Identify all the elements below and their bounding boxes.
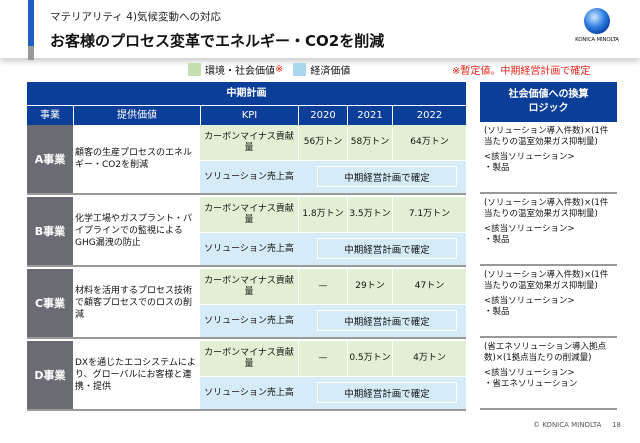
business-row: B事業 化学工場やガスプラント・パイプラインでの監視によるGHG漏洩の防止 カー… bbox=[27, 197, 466, 267]
logic-formula: (省エネソリューション導入拠点数)×(1拠点当たりの削減量) bbox=[484, 342, 607, 363]
kpi-carbon-row: カーボンマイナス貢献量 1.8万トン 3.5万トン 7.1万トン bbox=[200, 197, 466, 232]
provided-value: 顧客の生産プロセスのエネルギー・CO2を削減 bbox=[75, 148, 193, 170]
logic-header: 社会価値への換算ロジック bbox=[480, 82, 617, 122]
logic-item: (ソリューション導入件数)×(1件当たりの温室効果ガス抑制量) <該当ソリューシ… bbox=[480, 266, 617, 338]
logic-header-text: 社会価値への換算ロジック bbox=[508, 89, 589, 114]
kpi-sales-value: 中期経営計画で確定 bbox=[317, 382, 457, 403]
kpi-label: ソリューション売上高 bbox=[204, 243, 294, 254]
logic-solution-item: ・製品 bbox=[484, 235, 510, 245]
provided-value: 化学工場やガスプラント・パイプラインでの監視によるGHG漏洩の防止 bbox=[75, 214, 193, 248]
value-2022: 4万トン bbox=[392, 341, 466, 376]
column-header: 提供価値 bbox=[73, 106, 200, 125]
konica-minolta-logo: KONICA MINOLTA bbox=[572, 8, 622, 43]
page-number: 18 bbox=[612, 421, 621, 429]
logic-solution-item: ・省エネソリューション bbox=[484, 379, 578, 389]
kpi-sales-row: ソリューション売上高 中期経営計画で確定 bbox=[200, 161, 466, 193]
value-2022: 64万トン bbox=[392, 125, 466, 160]
kpi-label: カーボンマイナス貢献量 bbox=[204, 347, 294, 369]
value-2021: 3.5万トン bbox=[347, 197, 392, 232]
logic-item: (ソリューション導入件数)×(1件当たりの温室効果ガス抑制量) <該当ソリューシ… bbox=[480, 122, 617, 194]
kpi-label: カーボンマイナス貢献量 bbox=[204, 203, 294, 225]
accent-bar-gray bbox=[28, 46, 34, 60]
column-header: KPI bbox=[200, 106, 298, 125]
logic-solutions-label: <該当ソリューション> bbox=[484, 296, 575, 306]
value-2020: — bbox=[298, 341, 347, 376]
value-2022: 7.1万トン bbox=[392, 197, 466, 232]
column-headers: 事業 提供価値 KPI 2020 2021 2022 bbox=[27, 106, 466, 125]
logic-formula: (ソリューション導入件数)×(1件当たりの温室効果ガス抑制量) bbox=[484, 270, 609, 291]
value-2020: — bbox=[298, 269, 347, 304]
value-2020: 1.8万トン bbox=[298, 197, 347, 232]
provided-value: DXを通じたエコシステムにより、グローバルにお客様と連携・提供 bbox=[75, 358, 196, 392]
business-name: A事業 bbox=[27, 125, 73, 193]
kpi-label: ソリューション売上高 bbox=[204, 387, 294, 398]
column-header: 事業 bbox=[27, 106, 73, 125]
column-header: 2020 bbox=[298, 106, 347, 125]
provided-value: 材料を活用するプロセス技術で顧客プロセスでのロスの削減 bbox=[75, 286, 193, 320]
column-header: 2021 bbox=[347, 106, 392, 125]
logic-panel: 社会価値への換算ロジック (ソリューション導入件数)×(1件当たりの温室効果ガス… bbox=[480, 82, 617, 410]
business-name: C事業 bbox=[27, 269, 73, 337]
legend-swatch-econ bbox=[293, 63, 307, 76]
globe-icon bbox=[584, 8, 610, 34]
logic-solution-item: ・製品 bbox=[484, 163, 510, 173]
slide-subtitle: マテリアリティ 4)気候変動への対応 bbox=[50, 11, 221, 23]
kpi-carbon-row: カーボンマイナス貢献量 — 0.5万トン 4万トン bbox=[200, 341, 466, 376]
legend-env-mark: ※ bbox=[275, 64, 284, 75]
value-2022: 47トン bbox=[392, 269, 466, 304]
business-row: C事業 材料を活用するプロセス技術で顧客プロセスでのロスの削減 カーボンマイナス… bbox=[27, 269, 466, 339]
logic-item: (ソリューション導入件数)×(1件当たりの温室効果ガス抑制量) <該当ソリューシ… bbox=[480, 194, 617, 266]
kpi-label: ソリューション売上高 bbox=[204, 171, 294, 182]
legend-env-label: 環境・社会価値 bbox=[205, 66, 275, 77]
logo-text: KONICA MINOLTA bbox=[575, 37, 619, 43]
kpi-carbon-row: カーボンマイナス貢献量 56万トン 58万トン 64万トン bbox=[200, 125, 466, 160]
kpi-label: カーボンマイナス貢献量 bbox=[204, 275, 294, 297]
kpi-sales-value: 中期経営計画で確定 bbox=[317, 238, 457, 259]
value-2020: 56万トン bbox=[298, 125, 347, 160]
logic-solutions-label: <該当ソリューション> bbox=[484, 152, 575, 162]
value-2021: 58万トン bbox=[347, 125, 392, 160]
value-2021: 0.5万トン bbox=[347, 341, 392, 376]
kpi-sales-row: ソリューション売上高 中期経営計画で確定 bbox=[200, 305, 466, 337]
column-header: 2022 bbox=[392, 106, 466, 125]
logic-item: (省エネソリューション導入拠点数)×(1拠点当たりの削減量) <該当ソリューショ… bbox=[480, 338, 617, 410]
kpi-carbon-row: カーボンマイナス貢献量 — 29トン 47トン bbox=[200, 269, 466, 304]
kpi-sales-value: 中期経営計画で確定 bbox=[317, 166, 457, 187]
legend-swatch-env bbox=[188, 63, 201, 76]
business-name: B事業 bbox=[27, 197, 73, 265]
slide-header: マテリアリティ 4)気候変動への対応 お客様のプロセス変革でエネルギー・CO2を… bbox=[0, 0, 640, 60]
kpi-sales-value: 中期経営計画で確定 bbox=[317, 310, 457, 331]
legend: 環境・社会価値 ※ 経済価値 bbox=[188, 62, 350, 77]
logic-solutions-label: <該当ソリューション> bbox=[484, 224, 575, 234]
logic-formula: (ソリューション導入件数)×(1件当たりの温室効果ガス抑制量) bbox=[484, 198, 609, 219]
kpi-sales-row: ソリューション売上高 中期経営計画で確定 bbox=[200, 233, 466, 265]
business-name: D事業 bbox=[27, 341, 73, 409]
kpi-label: ソリューション売上高 bbox=[204, 315, 294, 326]
business-row: D事業 DXを通じたエコシステムにより、グローバルにお客様と連携・提供 カーボン… bbox=[27, 341, 466, 411]
legend-econ-label: 経済価値 bbox=[310, 66, 351, 77]
value-2021: 29トン bbox=[347, 269, 392, 304]
logic-solution-item: ・製品 bbox=[484, 307, 510, 317]
slide-title: お客様のプロセス変革でエネルギー・CO2を削減 bbox=[50, 32, 385, 50]
kpi-sales-row: ソリューション売上高 中期経営計画で確定 bbox=[200, 377, 466, 409]
plan-header: 中期計画 bbox=[27, 82, 466, 105]
logic-formula: (ソリューション導入件数)×(1件当たりの温室効果ガス抑制量) bbox=[484, 126, 609, 147]
kpi-label: カーボンマイナス貢献量 bbox=[204, 131, 294, 153]
business-row: A事業 顧客の生産プロセスのエネルギー・CO2を削減 カーボンマイナス貢献量 5… bbox=[27, 125, 466, 195]
logic-solutions-label: <該当ソリューション> bbox=[484, 368, 575, 378]
provisional-note: ※暫定値。中期経営計画で確定 bbox=[452, 66, 591, 77]
copyright: © KONICA MINOLTA bbox=[533, 421, 602, 429]
accent-bar bbox=[28, 0, 34, 46]
plan-table: 中期計画 事業 提供価値 KPI 2020 2021 2022 A事業 顧客の生産プロセス… bbox=[27, 82, 466, 411]
